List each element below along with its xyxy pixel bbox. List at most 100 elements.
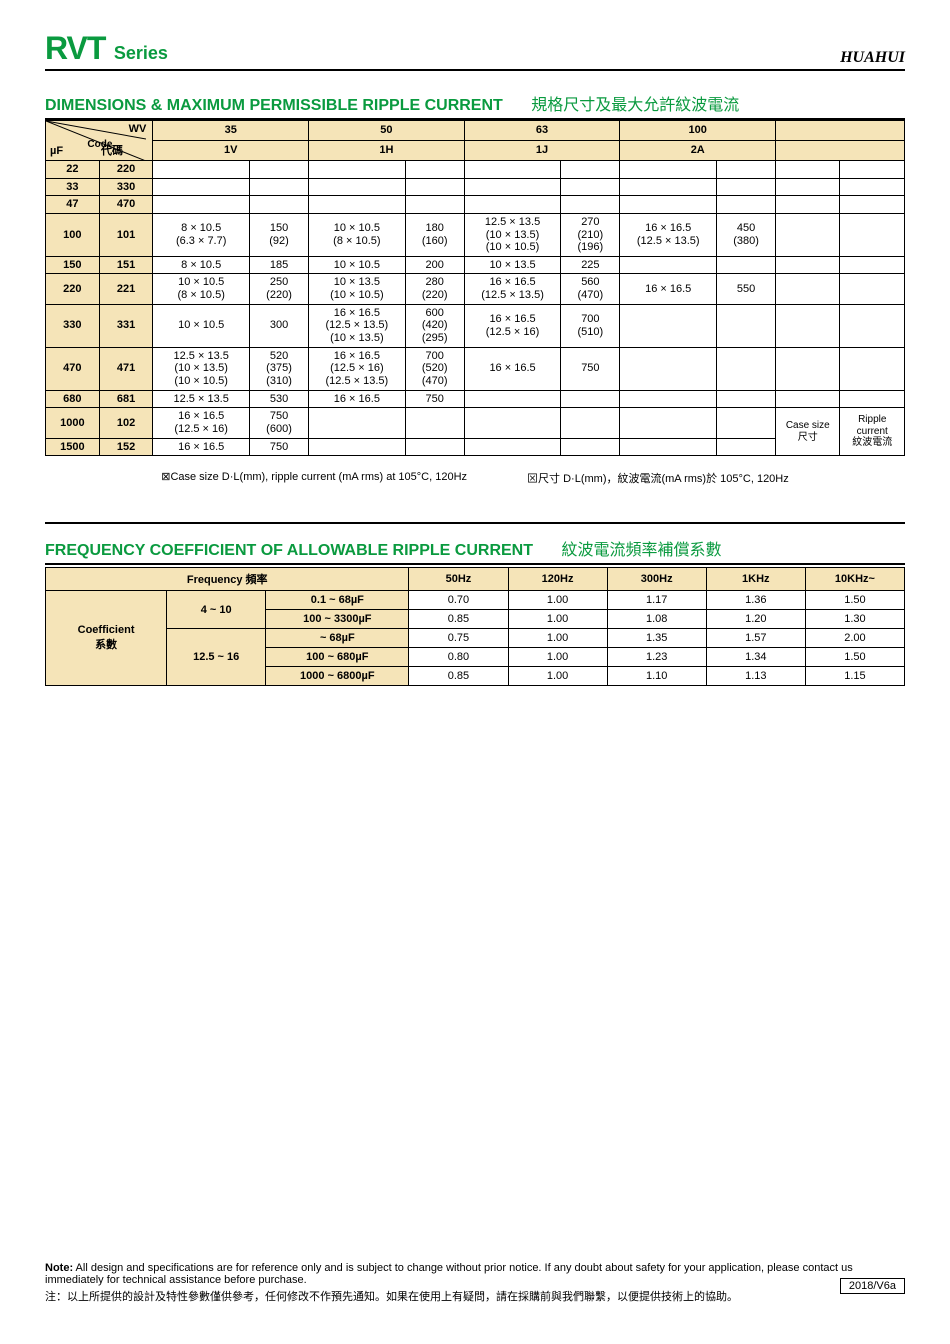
data-cell [153,178,250,196]
uf-label: 33 [46,178,100,196]
uf-label: 47 [46,196,100,214]
coef-value: 1.20 [706,610,805,629]
data-cell [840,304,905,347]
data-cell [309,161,406,179]
coef-value: 1.15 [805,667,904,686]
data-cell [776,256,840,274]
data-cell [717,178,776,196]
section2-title-cn: 紋波電流頻率補償系數 [561,542,721,559]
uf-label: 470 [46,347,100,390]
data-cell [620,161,717,179]
data-cell [620,438,717,456]
footnote-right: ⊠尺寸 D·L(mm)，紋波電流(mA rms)於 105°C, 120Hz [527,470,789,486]
coef-value: 1.17 [607,591,706,610]
cap-range: 100 ~ 680µF [266,648,409,667]
data-cell: 16 × 16.5 [309,390,406,408]
coef-value: 1.00 [508,610,607,629]
data-cell: 10 × 13.5 [464,256,561,274]
data-cell [405,408,464,438]
data-cell: 560 (470) [561,274,620,304]
coef-value: 1.50 [805,591,904,610]
data-cell: 10 × 10.5 [309,256,406,274]
coef-value: 1.50 [805,648,904,667]
data-cell [309,438,406,456]
cap-range: 1000 ~ 6800µF [266,667,409,686]
uf-label: 1000 [46,408,100,438]
data-cell: 10 × 10.5 (8 × 10.5) [153,274,250,304]
footer-note-en: Note: All design and specifications are … [45,1262,905,1286]
footer-note-cn: 注：以上所提供的設計及特性參數僅供參考，任何修改不作預先通知。如果在使用上有疑問… [45,1288,905,1304]
coef-value: 1.00 [508,629,607,648]
section2-head: FREQUENCY COEFFICIENT OF ALLOWABLE RIPPL… [45,536,905,565]
data-cell: 12.5 × 13.5 (10 × 13.5) (10 × 10.5) [464,213,561,256]
data-cell [250,178,309,196]
data-cell [405,161,464,179]
code-header: 1V [153,141,309,161]
data-cell: 16 × 16.5 (12.5 × 13.5) (10 × 13.5) [309,304,406,347]
data-cell: 520 (375) (310) [250,347,309,390]
data-cell: 185 [250,256,309,274]
voltage-header: 100 [620,121,776,141]
data-cell: 16 × 16.5 (12.5 × 13.5) [464,274,561,304]
data-cell: 750 [405,390,464,408]
data-cell: 16 × 16.5 (12.5 × 16) (12.5 × 13.5) [309,347,406,390]
freq-col: 50Hz [409,568,508,591]
data-cell [561,390,620,408]
freq-col: 1KHz [706,568,805,591]
data-cell: 700 (510) [561,304,620,347]
data-cell [840,274,905,304]
data-cell [840,196,905,214]
data-cell [464,390,561,408]
data-cell: 200 [405,256,464,274]
data-cell [405,178,464,196]
data-cell: 8 × 10.5 (6.3 × 7.7) [153,213,250,256]
data-cell: 16 × 16.5 [620,274,717,304]
data-cell [250,196,309,214]
coef-value: 1.13 [706,667,805,686]
voltage-header: 35 [153,121,309,141]
section1-title-en: DIMENSIONS & MAXIMUM PERMISSIBLE RIPPLE … [45,97,503,114]
coef-value: 0.80 [409,648,508,667]
data-cell [717,390,776,408]
data-cell [776,304,840,347]
coef-value: 1.36 [706,591,805,610]
data-cell [776,390,840,408]
freq-col: 300Hz [607,568,706,591]
data-cell [250,161,309,179]
data-cell: 700 (520) (470) [405,347,464,390]
voltage-header [776,121,905,141]
dimensions-table: WVCodeµF代碼3550631001V1H1J2A2222033330474… [45,120,905,456]
coef-value: 1.23 [607,648,706,667]
data-cell: 16 × 16.5 [153,438,250,456]
data-cell [464,161,561,179]
coef-value: 1.08 [607,610,706,629]
coef-value: 1.30 [805,610,904,629]
data-cell [464,438,561,456]
data-cell: 250 (220) [250,274,309,304]
series-sub: Series [114,43,168,63]
section1-title-cn: 規格尺寸及最大允許紋波電流 [531,97,739,114]
data-cell [840,178,905,196]
data-cell: 12.5 × 13.5 [153,390,250,408]
data-cell: 16 × 16.5 [464,347,561,390]
note-label: Note: [45,1262,73,1274]
uf-label: 150 [46,256,100,274]
coef-value: 1.00 [508,591,607,610]
data-cell [717,161,776,179]
data-cell [153,196,250,214]
data-cell [776,347,840,390]
freq-col: 120Hz [508,568,607,591]
data-cell [620,390,717,408]
uf-label: 100 [46,213,100,256]
uf-code: 330 [99,178,153,196]
data-cell: 12.5 × 13.5 (10 × 13.5) (10 × 10.5) [153,347,250,390]
data-cell [776,178,840,196]
series-main: RVT [45,30,105,66]
data-cell: 10 × 13.5 (10 × 10.5) [309,274,406,304]
coef-value: 0.85 [409,610,508,629]
data-cell: 300 [250,304,309,347]
data-cell [717,304,776,347]
data-cell [561,161,620,179]
freq-label: Frequency 頻率 [46,568,409,591]
data-cell: 750 [561,347,620,390]
